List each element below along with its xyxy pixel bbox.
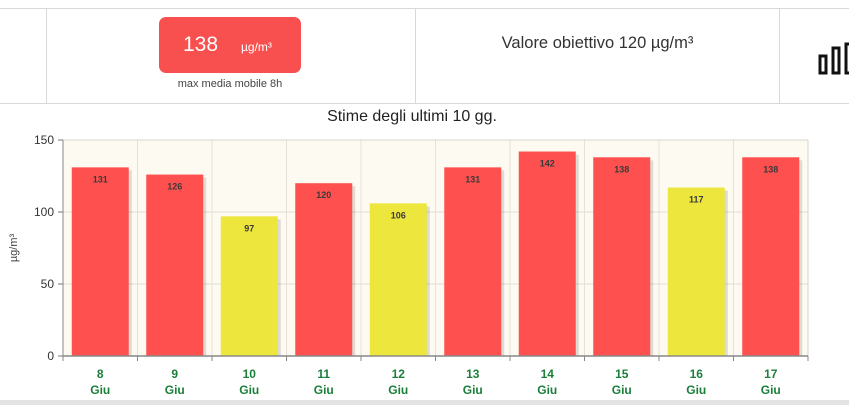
bar-data-label: 117 [689, 195, 704, 205]
x-tick-label-month: Giu [463, 383, 483, 397]
chart-title: Stime degli ultimi 10 gg. [327, 108, 497, 125]
divider [0, 103, 849, 104]
y-axis-label: µg/m³ [8, 233, 20, 262]
current-value-badge: 138 µg/m³ [159, 17, 301, 73]
divider [415, 8, 416, 104]
current-value: 138 [183, 33, 219, 56]
x-tick-label-month: Giu [686, 383, 706, 397]
bar-data-label: 131 [93, 174, 108, 184]
x-tick-label-day: 13 [466, 367, 480, 381]
y-tick-label: 0 [47, 349, 54, 363]
bar-data-label: 120 [316, 190, 331, 200]
x-tick-label-month: Giu [165, 383, 185, 397]
bar-data-label: 97 [244, 223, 254, 233]
x-tick-label-day: 12 [392, 367, 406, 381]
bar-data-label: 106 [391, 210, 406, 220]
x-tick-label-day: 11 [317, 367, 330, 381]
bar[interactable] [593, 157, 651, 356]
divider [0, 8, 849, 9]
x-tick-label-day: 16 [690, 367, 704, 381]
divider [46, 8, 47, 104]
bar[interactable] [667, 187, 725, 356]
bottom-scroll-area [0, 400, 849, 405]
y-tick-label: 150 [34, 133, 54, 147]
bar[interactable] [295, 183, 353, 356]
current-value-caption: max media mobile 8h [177, 78, 283, 90]
bar[interactable] [742, 157, 800, 356]
current-value-unit: µg/m³ [241, 40, 272, 54]
bar-data-label: 142 [540, 159, 555, 169]
x-tick-label-day: 15 [615, 367, 629, 381]
y-tick-label: 100 [34, 205, 54, 219]
target-value-label: Valore obiettivo 120 µg/m³ [501, 34, 694, 52]
x-tick-label-day: 8 [97, 367, 104, 381]
bar-data-label: 138 [763, 164, 778, 174]
bar-chart-icon[interactable] [814, 42, 849, 78]
summary-row: 138 µg/m³ max media mobile 8h Valore obi… [0, 0, 849, 104]
bar-data-label: 138 [614, 164, 629, 174]
bar[interactable] [220, 216, 278, 356]
x-tick-label-day: 17 [764, 367, 778, 381]
x-tick-label-month: Giu [761, 383, 781, 397]
bar-data-label: 126 [167, 182, 182, 192]
bar[interactable] [146, 174, 204, 356]
bar[interactable] [369, 203, 427, 356]
x-tick-label-day: 10 [243, 367, 257, 381]
bar[interactable] [444, 167, 502, 356]
x-tick-label-month: Giu [314, 383, 334, 397]
x-tick-label-month: Giu [90, 383, 110, 397]
bar[interactable] [71, 167, 129, 356]
x-tick-label-month: Giu [239, 383, 259, 397]
bar[interactable] [518, 151, 576, 356]
x-tick-label-day: 9 [171, 367, 178, 381]
x-tick-label-month: Giu [388, 383, 408, 397]
x-tick-label-day: 14 [541, 367, 555, 381]
x-tick-label-month: Giu [537, 383, 557, 397]
y-tick-label: 50 [41, 277, 55, 291]
divider [779, 8, 780, 104]
x-tick-label-month: Giu [612, 383, 632, 397]
bar-data-label: 131 [465, 174, 480, 184]
